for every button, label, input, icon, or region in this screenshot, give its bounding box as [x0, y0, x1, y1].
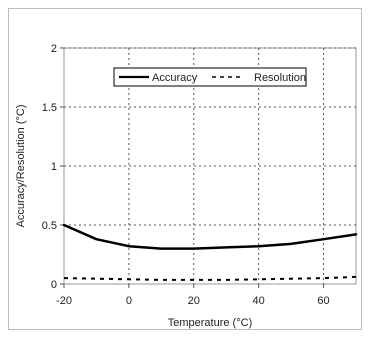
x-tick-label: 40: [253, 295, 265, 307]
x-tick-label: 60: [317, 295, 329, 307]
y-axis-title: Accuracy/Resolution (°C): [15, 105, 27, 228]
x-tick-label: 20: [188, 295, 200, 307]
series-line-accuracy: [62, 223, 358, 250]
legend-box: [113, 67, 307, 87]
legend: Accuracy Resolution: [113, 67, 307, 87]
y-tick-label: 0.5: [42, 220, 57, 232]
legend-accuracy-label: Accuracy: [152, 72, 198, 84]
x-tick-label: 0: [126, 295, 132, 307]
x-axis-title: Temperature (°C): [168, 317, 252, 329]
legend-resolution-label: Resolution: [254, 72, 306, 84]
y-tick-label: 0: [51, 279, 57, 291]
y-tick-label: 1: [51, 161, 57, 173]
y-tick-label: 2: [51, 43, 57, 55]
x-tick-label: -20: [56, 295, 72, 307]
grid-lines: [64, 47, 356, 284]
y-tick-label: 1.5: [42, 102, 57, 114]
series-lines: [62, 223, 358, 281]
axis-ticks: -20 0 20 40 60 0 0.5 1 1.5 2: [42, 43, 330, 307]
series-line-resolution: [63, 275, 357, 281]
